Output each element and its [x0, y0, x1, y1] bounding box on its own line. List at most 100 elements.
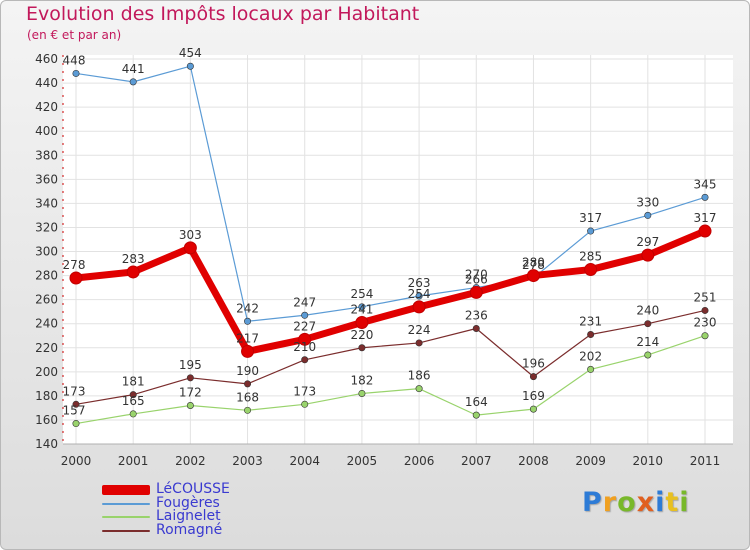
data-label-laignelet: 214: [636, 335, 659, 349]
data-label-lecousse: 278: [63, 258, 86, 272]
data-point-laignelet: [472, 411, 480, 419]
logo-letter: x: [636, 487, 656, 518]
data-point-fougeres: [358, 303, 366, 311]
data-label-laignelet: 202: [579, 349, 602, 363]
legend-swatch: [102, 485, 150, 495]
data-point-fougeres: [587, 227, 595, 235]
logo-letter: o: [617, 487, 637, 518]
data-label-fougeres: 278: [522, 258, 545, 272]
y-tick-label: 180: [35, 389, 58, 403]
y-tick-label: 460: [35, 52, 58, 66]
data-point-laignelet: [186, 401, 194, 409]
data-label-laignelet: 165: [122, 394, 145, 408]
x-tick-label: 2002: [175, 454, 206, 468]
data-label-romagne: 195: [179, 358, 202, 372]
data-point-lecousse: [183, 241, 197, 255]
data-point-fougeres: [244, 317, 252, 325]
data-point-romagne: [186, 374, 194, 382]
y-tick-label: 260: [35, 293, 58, 307]
legend-label: Laignelet: [156, 508, 221, 524]
y-tick-label: 400: [35, 124, 58, 138]
data-point-laignelet: [529, 405, 537, 413]
chart-title: Evolution des Impôts locaux par Habitant: [26, 3, 420, 25]
data-point-laignelet: [72, 420, 80, 428]
x-tick-label: 2007: [461, 454, 492, 468]
data-label-romagne: 190: [236, 364, 259, 378]
y-tick-label: 340: [35, 196, 58, 210]
series-line-fougeres: [75, 65, 706, 322]
x-tick-label: 2001: [118, 454, 149, 468]
legend-label: LéCOUSSE: [156, 481, 230, 497]
data-point-lecousse: [412, 300, 426, 314]
y-tick-label: 220: [35, 341, 58, 355]
data-label-romagne: 181: [122, 375, 145, 389]
data-point-fougeres: [72, 69, 80, 77]
data-label-lecousse: 303: [179, 228, 202, 242]
data-point-lecousse: [641, 248, 655, 262]
data-label-fougeres: 242: [236, 301, 259, 315]
data-point-romagne: [301, 356, 309, 364]
data-point-laignelet: [415, 385, 423, 393]
logo-letter: P: [582, 487, 603, 518]
x-tick-label: 2000: [61, 454, 92, 468]
data-point-romagne: [701, 306, 709, 314]
data-point-romagne: [358, 344, 366, 352]
data-point-fougeres: [701, 193, 709, 201]
y-tick-label: 380: [35, 148, 58, 162]
data-label-fougeres: 454: [179, 46, 202, 60]
data-label-romagne: 173: [63, 384, 86, 398]
data-point-laignelet: [644, 351, 652, 359]
y-tick-label: 300: [35, 245, 58, 259]
series-line-lecousse: [72, 227, 709, 355]
data-label-romagne: 196: [522, 357, 545, 371]
x-tick-label: 2008: [518, 454, 549, 468]
logo-letter: t: [665, 487, 680, 518]
y-tick-label: 440: [35, 76, 58, 90]
data-label-fougeres: 448: [63, 53, 86, 67]
data-label-laignelet: 169: [522, 389, 545, 403]
x-tick-label: 2003: [232, 454, 263, 468]
data-label-lecousse: 241: [350, 302, 373, 316]
data-point-lecousse: [241, 344, 255, 358]
data-label-fougeres: 345: [694, 177, 717, 191]
x-tick-label: 2004: [289, 454, 320, 468]
data-label-laignelet: 230: [694, 316, 717, 330]
data-point-romagne: [415, 339, 423, 347]
data-point-laignelet: [129, 410, 137, 418]
data-point-lecousse: [355, 315, 369, 329]
data-point-fougeres: [129, 78, 137, 86]
data-point-romagne: [129, 391, 137, 399]
data-label-romagne: 210: [293, 340, 316, 354]
legend-label: Fougères: [156, 494, 220, 511]
legend-swatch: [102, 529, 150, 532]
data-label-lecousse: 266: [465, 272, 488, 286]
y-tick-label: 200: [35, 365, 58, 379]
plot-area: [63, 55, 733, 444]
logo-letter: i: [655, 487, 666, 518]
data-label-lecousse: 227: [293, 319, 316, 333]
data-label-romagne: 231: [579, 315, 602, 329]
data-label-romagne: 224: [408, 323, 431, 337]
data-label-lecousse: 280: [522, 256, 545, 270]
data-label-laignelet: 157: [63, 404, 86, 418]
x-tick-label: 2005: [347, 454, 378, 468]
series-line-laignelet: [75, 335, 706, 425]
data-point-laignelet: [244, 406, 252, 414]
data-label-fougeres: 317: [579, 211, 602, 225]
data-label-laignelet: 168: [236, 390, 259, 404]
data-point-lecousse: [69, 271, 83, 285]
data-label-laignelet: 172: [179, 386, 202, 400]
data-point-romagne: [472, 324, 480, 332]
data-point-laignelet: [587, 365, 595, 373]
chart-subtitle: (en € et par an): [27, 28, 122, 42]
y-tick-label: 160: [35, 413, 58, 427]
y-tick-label: 320: [35, 220, 58, 234]
data-label-romagne: 251: [694, 290, 717, 304]
data-label-lecousse: 283: [122, 252, 145, 266]
data-label-fougeres: 254: [350, 287, 373, 301]
data-point-laignelet: [701, 332, 709, 340]
x-tick-label: 2009: [575, 454, 606, 468]
data-point-lecousse: [698, 224, 712, 238]
data-label-fougeres: 441: [122, 62, 145, 76]
data-point-fougeres: [415, 292, 423, 300]
